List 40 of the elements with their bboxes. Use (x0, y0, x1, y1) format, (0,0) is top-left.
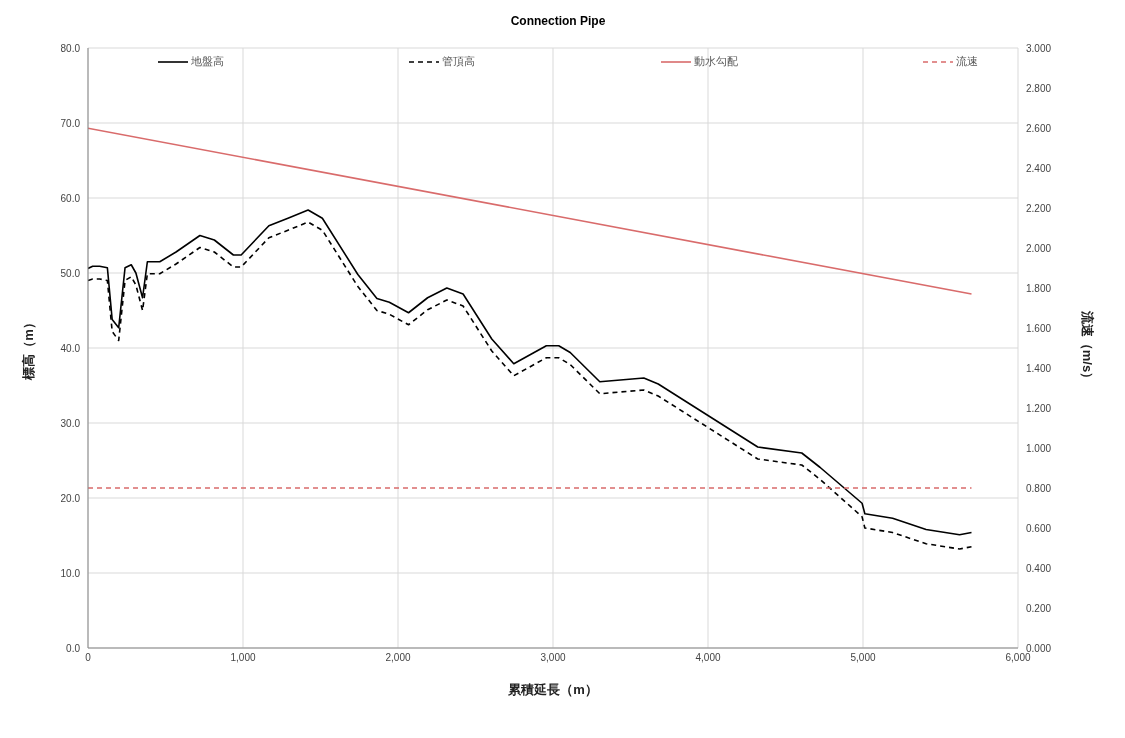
y-axis-title: 標高（m） (20, 316, 36, 381)
y2-tick-label: 3.000 (1026, 42, 1052, 54)
y-tick-label: 70.0 (60, 117, 81, 129)
y-tick-label: 40.0 (60, 342, 81, 354)
y2-tick-label: 2.600 (1026, 122, 1052, 134)
y2-tick-label: 0.800 (1026, 482, 1052, 494)
legend-label: 地盤高 (191, 54, 224, 69)
x-tick-label: 0 (84, 652, 92, 663)
y-tick-label: 20.0 (60, 492, 81, 504)
y-tick-label: 50.0 (60, 267, 81, 279)
x-axis-title: 累積延長（m） (507, 682, 598, 697)
y2-tick-label: 1.400 (1026, 362, 1052, 374)
y2-tick-label: 1.800 (1026, 282, 1052, 294)
y2-tick-label: 2.000 (1026, 242, 1052, 254)
legend-label: 流速 (955, 54, 978, 69)
legend-label: 動水勾配 (693, 54, 738, 69)
x-tick-label: 5,000 (849, 652, 877, 663)
y2-tick-label: 2.200 (1026, 202, 1052, 214)
y-tick-label: 80.0 (60, 42, 81, 54)
x-tick-label: 4,000 (694, 652, 722, 663)
y2-tick-label: 2.400 (1026, 162, 1052, 174)
y-tick-label: 0.0 (66, 642, 81, 654)
chart-title: Connection Pipe (509, 14, 607, 28)
y2-tick-label: 0.000 (1026, 642, 1052, 654)
y2-tick-label: 1.000 (1026, 442, 1052, 454)
y2-axis-title: 流速（m/s） (1080, 309, 1096, 386)
y2-tick-label: 1.600 (1026, 322, 1052, 334)
y-tick-label: 60.0 (60, 192, 81, 204)
x-tick-label: 3,000 (539, 652, 567, 663)
y2-tick-label: 1.200 (1026, 402, 1052, 414)
y-tick-label: 10.0 (60, 567, 81, 579)
x-tick-label: 2,000 (384, 652, 412, 663)
y2-tick-label: 0.200 (1026, 602, 1052, 614)
legend-label: 管頂高 (442, 54, 476, 69)
x-tick-label: 1,000 (229, 652, 257, 663)
y-tick-label: 30.0 (60, 417, 81, 429)
y2-tick-label: 0.600 (1026, 522, 1052, 534)
y2-tick-label: 0.400 (1026, 562, 1052, 574)
y2-tick-label: 2.800 (1026, 82, 1052, 94)
x-tick-label: 6,000 (1004, 652, 1032, 663)
